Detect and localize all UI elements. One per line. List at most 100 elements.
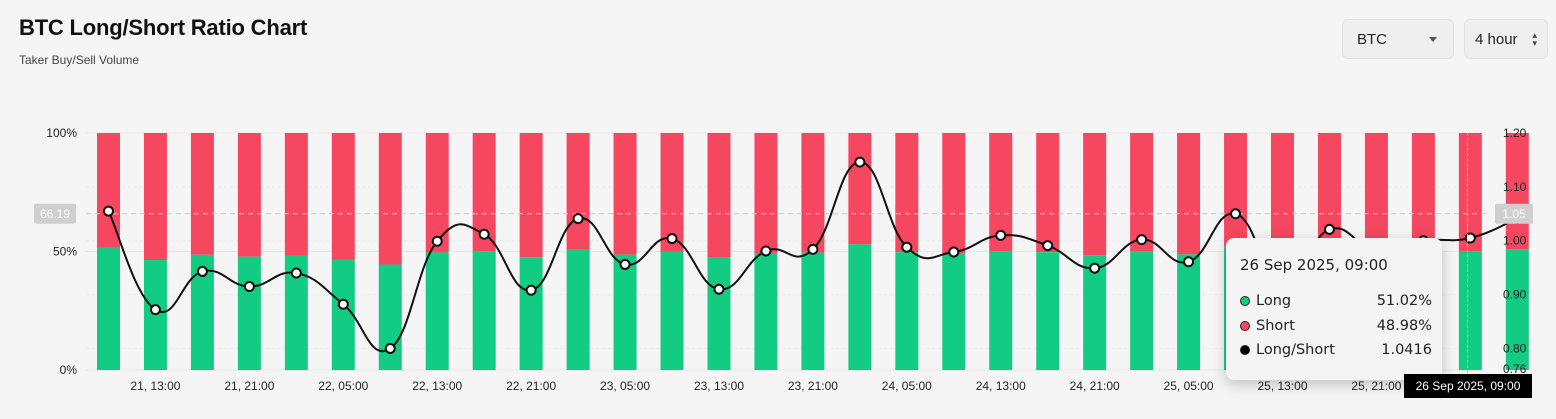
x-tick-label: 25, 13:00 [1257,379,1307,393]
interval-select-value: 4 hour [1475,30,1518,48]
bar-short [284,133,308,256]
bar-short [707,133,731,258]
bar-short [519,133,543,258]
bar-short [1271,133,1294,254]
y-right-tick-label: 0.90 [1503,288,1527,302]
bar-short [1224,133,1248,247]
tooltip-value: 1.0416 [1381,342,1432,358]
bar-long [284,255,308,370]
ratio-point [572,213,584,225]
bar-long [1083,255,1107,370]
bar-long [472,251,496,370]
ratio-point [948,246,960,258]
bar-long [566,249,590,370]
bar-short [566,133,590,250]
bar-long [660,251,684,370]
ratio-point [149,304,161,316]
ratio-point [243,281,255,293]
ratio-point [525,284,537,296]
bar-long [1458,251,1482,370]
x-tick-label: 21, 13:00 [130,379,180,393]
bar-short [989,133,1013,252]
ratio-point [713,283,725,295]
ratio-point [760,245,772,257]
bar-long [848,244,872,370]
x-tick-label: 22, 21:00 [506,379,556,393]
bar-short [1364,133,1388,254]
bar-long [1036,252,1060,370]
bar-long [1177,254,1201,370]
ratio-point [1464,232,1476,244]
chevron-down-icon [1429,37,1437,42]
bar-long [895,252,919,370]
bar-long [519,257,543,370]
crosshair-left-badge [34,203,76,224]
bar-long [613,254,637,370]
y-left-tick-label: 50% [53,245,77,259]
x-tick-label: 24, 13:00 [976,379,1026,393]
ratio-point [290,267,302,279]
bar-long [425,252,449,370]
ratio-point [807,243,819,255]
bar-long [989,251,1013,370]
crosshair-left-value: 66.19 [40,207,70,221]
bar-short [143,133,167,261]
bar-short [425,133,449,253]
tooltip-date: 26 Sep 2025, 09:00 [1240,256,1388,274]
ratio-point [854,156,866,168]
bar-long [331,259,355,370]
bar-short [472,133,496,252]
ratio-point [431,235,443,247]
crosshair-x-label: 26 Sep 2025, 09:00 [1404,374,1532,398]
tooltip-value: 51.02% [1376,293,1432,309]
interval-select[interactable]: 4 hour ▴ ▾ [1464,19,1548,59]
ratio-point [1089,262,1101,274]
crosshair-right-value: 1.05 [1502,207,1526,221]
bar-short [754,133,778,254]
x-tick-label: 24, 05:00 [882,379,932,393]
x-tick-label: 21, 21:00 [224,379,274,393]
bar-long [378,264,402,370]
ratio-point [1042,240,1054,252]
ratio-point [1323,223,1335,235]
bar-short [1411,133,1435,252]
ratio-point [666,233,678,245]
bar-long [1130,251,1154,370]
y-right-tick-label: 1.10 [1503,180,1527,194]
ratio-dot-icon [1240,345,1250,355]
x-tick-label: 23, 21:00 [788,379,838,393]
ratio-point [995,229,1007,241]
y-left-tick-label: 0% [60,363,78,377]
ratio-point [1136,234,1148,246]
bar-short [1458,133,1482,252]
bar-short [942,133,966,254]
x-tick-label: 23, 05:00 [600,379,650,393]
page-title: BTC Long/Short Ratio Chart [19,15,308,40]
bar-long [1505,249,1529,370]
bar-short [378,133,402,265]
tooltip-label: Short [1256,318,1295,334]
x-tick-label: 25, 05:00 [1164,379,1214,393]
tooltip-row-short: Short 48.98% [1240,315,1432,337]
bar-long [942,253,966,370]
bar-long [801,252,825,370]
crosshair-right-badge [1495,203,1533,224]
coin-select-value: BTC [1357,30,1387,48]
bar-short [848,133,872,245]
coin-select[interactable]: BTC [1342,19,1454,59]
y-right-tick-label: 0.76 [1503,362,1527,376]
ratio-point [103,205,114,217]
bar-short [895,133,919,253]
crosshair-vertical-line [1467,133,1468,373]
bar-short [1036,133,1060,253]
ratio-point [1183,256,1195,268]
bar-short [331,133,355,260]
ratio-point [196,265,208,277]
bar-short [97,133,120,248]
bar-short [1083,133,1107,256]
ratio-point [384,342,396,354]
bar-short [801,133,825,253]
tooltip-row-long: Long 51.02% [1240,290,1432,312]
x-tick-label: 22, 13:00 [412,379,462,393]
ratio-point [337,298,349,310]
